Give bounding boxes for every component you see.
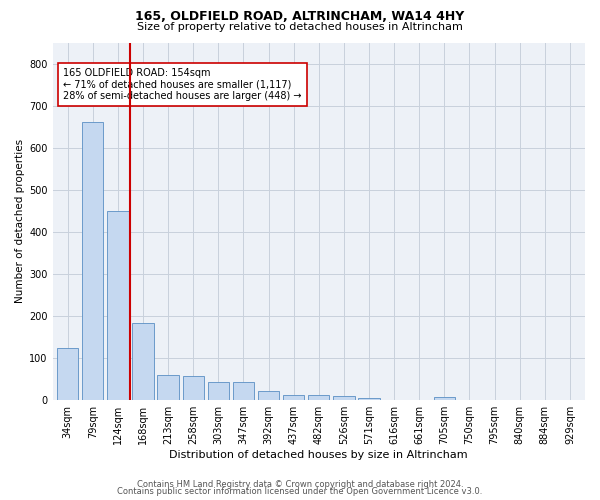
Text: 165 OLDFIELD ROAD: 154sqm
← 71% of detached houses are smaller (1,117)
28% of se: 165 OLDFIELD ROAD: 154sqm ← 71% of detac…: [63, 68, 302, 100]
Bar: [82, 122, 103, 400]
Bar: [157, 375, 179, 400]
Bar: [107, 211, 128, 400]
X-axis label: Distribution of detached houses by size in Altrincham: Distribution of detached houses by size …: [169, 450, 468, 460]
Text: 165, OLDFIELD ROAD, ALTRINCHAM, WA14 4HY: 165, OLDFIELD ROAD, ALTRINCHAM, WA14 4HY: [136, 10, 464, 23]
Bar: [57, 348, 78, 400]
Text: Contains HM Land Registry data © Crown copyright and database right 2024.: Contains HM Land Registry data © Crown c…: [137, 480, 463, 489]
Bar: [208, 382, 229, 400]
Bar: [333, 396, 355, 400]
Bar: [182, 376, 204, 400]
Bar: [434, 397, 455, 400]
Text: Contains public sector information licensed under the Open Government Licence v3: Contains public sector information licen…: [118, 487, 482, 496]
Text: Size of property relative to detached houses in Altrincham: Size of property relative to detached ho…: [137, 22, 463, 32]
Bar: [233, 382, 254, 400]
Bar: [283, 395, 304, 400]
Y-axis label: Number of detached properties: Number of detached properties: [15, 140, 25, 304]
Bar: [358, 398, 380, 400]
Bar: [132, 323, 154, 400]
Bar: [308, 394, 329, 400]
Bar: [258, 391, 279, 400]
